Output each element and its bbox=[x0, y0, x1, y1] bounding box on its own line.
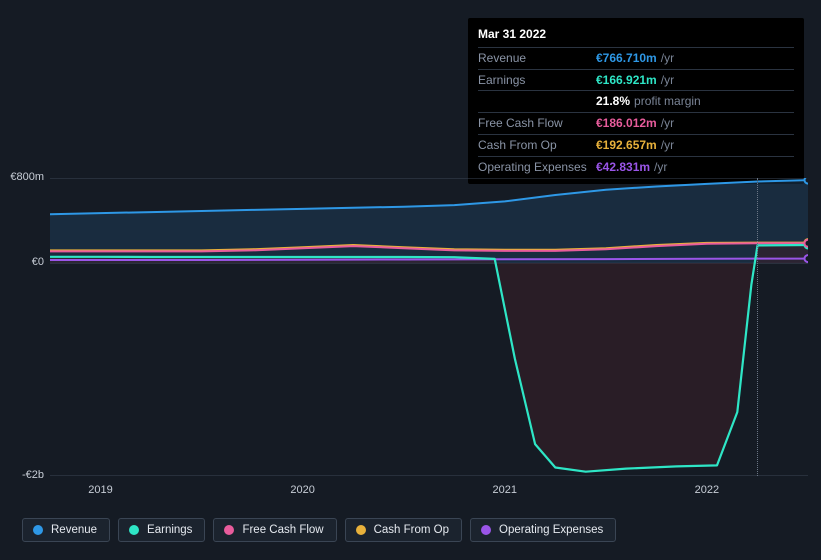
legend-swatch bbox=[356, 525, 366, 535]
end-marker-revenue bbox=[805, 178, 809, 184]
end-marker-opex bbox=[805, 255, 809, 262]
legend-item-cashop[interactable]: Cash From Op bbox=[345, 518, 462, 542]
tooltip-row-value: €42.831m/yr bbox=[596, 156, 794, 177]
tooltip-row-value: €766.710m/yr bbox=[596, 47, 794, 69]
hover-tooltip: Mar 31 2022 Revenue€766.710m/yrEarnings€… bbox=[468, 18, 804, 184]
tooltip-row-value: €186.012m/yr bbox=[596, 113, 794, 135]
tooltip-row-label: Earnings bbox=[478, 69, 596, 91]
y-axis-label: €800m bbox=[0, 171, 44, 183]
tooltip-row: Free Cash Flow€186.012m/yr bbox=[478, 113, 794, 135]
tooltip-row: Earnings€166.921m/yr bbox=[478, 69, 794, 91]
tooltip-row-label: Free Cash Flow bbox=[478, 113, 596, 135]
legend-label: Cash From Op bbox=[374, 524, 449, 536]
tooltip-row-value: €166.921m/yr bbox=[596, 69, 794, 91]
hover-cursor-line bbox=[757, 178, 758, 476]
x-axis-label: 2020 bbox=[290, 484, 314, 496]
y-axis-label: €0 bbox=[0, 256, 44, 268]
legend: Revenue Earnings Free Cash Flow Cash From O… bbox=[22, 518, 616, 542]
tooltip-row-label: Revenue bbox=[478, 47, 596, 69]
legend-swatch bbox=[224, 525, 234, 535]
tooltip-row-value: 21.8%profit margin bbox=[596, 91, 794, 113]
legend-label: Revenue bbox=[51, 524, 97, 536]
tooltip-row: 21.8%profit margin bbox=[478, 91, 794, 113]
x-axis-label: 2021 bbox=[493, 484, 517, 496]
end-marker-fcf bbox=[805, 240, 809, 247]
legend-item-fcf[interactable]: Free Cash Flow bbox=[213, 518, 336, 542]
x-axis-label: 2022 bbox=[695, 484, 719, 496]
legend-label: Earnings bbox=[147, 524, 192, 536]
tooltip-row-label bbox=[478, 91, 596, 113]
chart-area bbox=[50, 178, 808, 476]
legend-label: Operating Expenses bbox=[499, 524, 603, 536]
area-earnings bbox=[50, 245, 808, 472]
tooltip-row-label: Operating Expenses bbox=[478, 156, 596, 177]
tooltip-row-label: Cash From Op bbox=[478, 134, 596, 156]
legend-label: Free Cash Flow bbox=[242, 524, 323, 536]
tooltip-row: Cash From Op€192.657m/yr bbox=[478, 134, 794, 156]
tooltip-row: Revenue€766.710m/yr bbox=[478, 47, 794, 69]
tooltip-date: Mar 31 2022 bbox=[478, 26, 794, 47]
legend-swatch bbox=[129, 525, 139, 535]
tooltip-row-value: €192.657m/yr bbox=[596, 134, 794, 156]
legend-item-revenue[interactable]: Revenue bbox=[22, 518, 110, 542]
legend-swatch bbox=[481, 525, 491, 535]
legend-item-earnings[interactable]: Earnings bbox=[118, 518, 205, 542]
legend-swatch bbox=[33, 525, 43, 535]
financials-chart bbox=[50, 178, 808, 476]
y-axis-label: -€2b bbox=[0, 469, 44, 481]
tooltip-table: Revenue€766.710m/yrEarnings€166.921m/yr2… bbox=[478, 47, 794, 178]
legend-item-opex[interactable]: Operating Expenses bbox=[470, 518, 616, 542]
tooltip-row: Operating Expenses€42.831m/yr bbox=[478, 156, 794, 177]
x-axis: 2019 2020 2021 2022 bbox=[50, 484, 808, 500]
x-axis-label: 2019 bbox=[88, 484, 112, 496]
